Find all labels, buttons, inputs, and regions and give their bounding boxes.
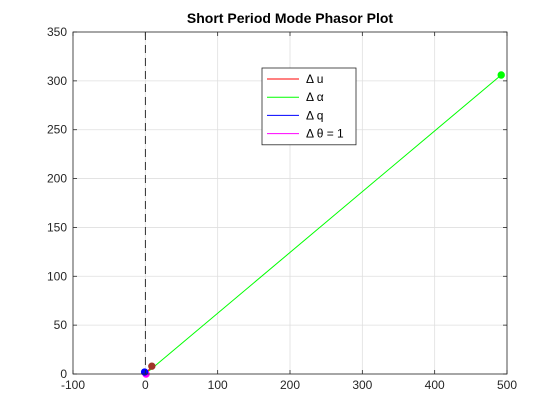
y-tick-label: 350	[47, 25, 67, 39]
legend-label: Δ u	[306, 72, 323, 86]
x-tick-label: 300	[352, 378, 372, 392]
y-tick-label: 150	[47, 220, 67, 234]
y-tick-label: 100	[47, 269, 67, 283]
y-tick-label: 250	[47, 123, 67, 137]
y-tick-label: 0	[60, 367, 67, 381]
x-tick-label: 100	[208, 378, 228, 392]
series-marker	[148, 362, 156, 370]
axis-ticks: -100 0 100 200 300 400 50005010015020025030035…	[47, 25, 517, 392]
series-marker	[497, 71, 505, 79]
legend-label: Δ q	[306, 108, 323, 122]
legend-box	[261, 67, 357, 146]
legend-label: Δ α	[306, 90, 324, 104]
legend: Δ u Δ α Δ q Δ θ = 1	[261, 67, 357, 146]
x-tick-label: 0	[142, 378, 149, 392]
y-tick-label: 300	[47, 74, 67, 88]
x-tick-label: 500	[497, 378, 517, 392]
x-tick-label: 400	[425, 378, 445, 392]
y-tick-label: 200	[47, 172, 67, 186]
x-tick-label: -100	[61, 378, 85, 392]
x-tick-label: 200	[280, 378, 300, 392]
series-line	[145, 74, 502, 375]
y-tick-label: 50	[54, 318, 68, 332]
chart-title: Short Period Mode Phasor Plot	[187, 10, 393, 26]
legend-label: Δ θ = 1	[306, 127, 344, 141]
series-group	[140, 71, 505, 378]
